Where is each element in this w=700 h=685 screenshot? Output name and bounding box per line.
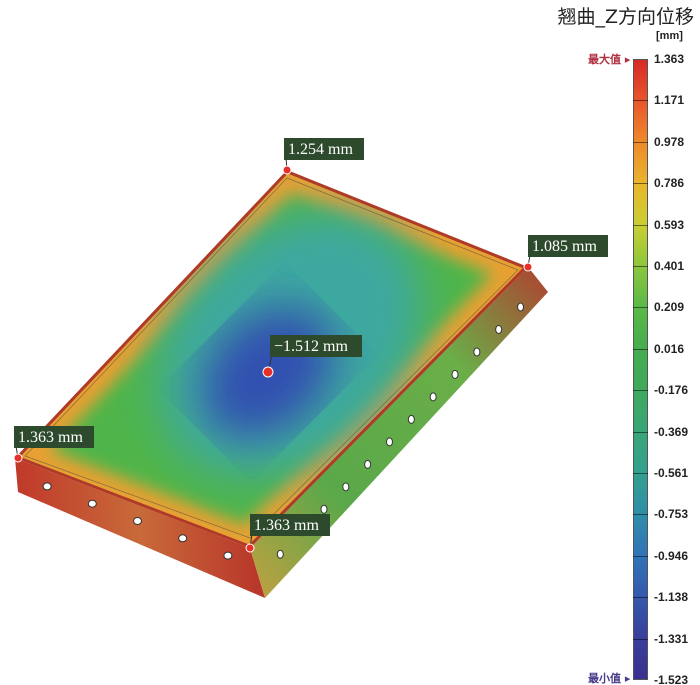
color-scale-bar (633, 59, 648, 680)
probe-marker (245, 543, 255, 553)
annotation-label: 1.363 mm (254, 517, 319, 534)
legend-tick-label: 1.363 (654, 52, 685, 66)
hole (342, 482, 350, 492)
result-annotation: 1.254 mm (282, 138, 364, 175)
hole (407, 414, 415, 424)
annotation-label: 1.085 mm (532, 238, 597, 255)
hole (473, 347, 481, 357)
legend-tick-line (633, 514, 648, 516)
min-label: 最小值 ▸ (588, 672, 631, 685)
legend-unit: [mm] (656, 30, 683, 42)
hole (223, 551, 233, 560)
legend-tick-line (633, 473, 648, 474)
hole (320, 504, 328, 514)
legend-tick-label: -0.946 (654, 548, 689, 563)
legend-tick-line (633, 555, 648, 557)
result-annotation: 1.363 mm (245, 514, 330, 553)
result-annotation: 1.363 mm (13, 426, 94, 463)
legend-tick-label: -1.523 (654, 673, 689, 685)
legend-tick-label: -0.369 (654, 424, 689, 439)
hole (42, 482, 52, 491)
hole (364, 459, 372, 469)
max-label: 最大值 ▸ (588, 53, 631, 66)
hole (429, 392, 437, 402)
hole (517, 302, 525, 312)
hole (178, 534, 188, 543)
legend-tick-line (633, 100, 648, 102)
legend-tick-label: -0.561 (654, 466, 689, 480)
hole (87, 499, 97, 508)
hole (385, 437, 393, 447)
probe-marker (282, 165, 292, 175)
hole (276, 549, 284, 559)
probe-marker (13, 453, 23, 463)
legend-tick-label: -0.753 (654, 507, 689, 522)
legend-tick-line (633, 307, 648, 309)
annotation-label: 1.254 mm (288, 141, 353, 158)
legend-tick-label: 0.016 (654, 341, 685, 356)
legend-tick-line (633, 597, 648, 599)
legend-tick-line (633, 224, 648, 226)
legend-tick-line (633, 390, 648, 392)
legend-tick-line (633, 638, 648, 640)
hole (451, 369, 459, 379)
result-title: 翘曲_Z方向位移 (557, 6, 694, 28)
legend-tick-label: 0.786 (654, 176, 685, 191)
annotation-label: −1.512 mm (274, 338, 348, 355)
annotation-label: 1.363 mm (18, 429, 83, 446)
legend-tick-line (633, 431, 648, 433)
legend-tick-label: -0.176 (654, 383, 689, 398)
probe-marker (523, 262, 533, 272)
legend-tick-label: -1.138 (654, 590, 689, 605)
legend-tick-label: 0.593 (654, 217, 685, 232)
probe-marker (262, 366, 274, 378)
hole (495, 324, 503, 334)
legend-tick-label: -1.331 (654, 631, 689, 646)
legend-tick-line (633, 183, 648, 185)
legend-tick-line (633, 266, 648, 267)
legend-tick-label: 0.209 (654, 300, 685, 315)
hole (133, 517, 142, 525)
legend-tick-line (633, 348, 648, 350)
result-annotation: 1.085 mm (523, 235, 608, 272)
result-annotation: −1.512 mm (262, 335, 362, 378)
legend-tick-label: 0.401 (654, 259, 685, 273)
legend-tick-label: 0.978 (654, 134, 685, 149)
plate-front-side (15, 458, 265, 598)
legend-tick-label: 1.171 (654, 93, 685, 108)
legend-tick-line (633, 141, 648, 143)
